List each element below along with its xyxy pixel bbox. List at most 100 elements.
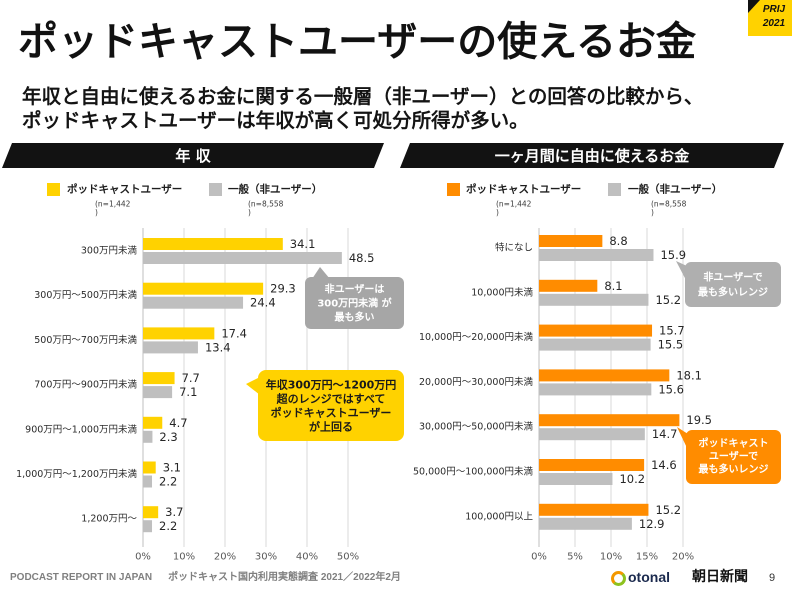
non-user-value-label: 12.9: [639, 517, 665, 531]
non-user-bar: [143, 520, 153, 533]
x-tick-label: 50%: [337, 552, 359, 563]
podcast-user-bar: [539, 459, 645, 471]
non-user-value-label: 15.5: [658, 338, 684, 352]
non-user-bar: [539, 338, 651, 351]
category-label: 50,000円～100,000円未満: [413, 466, 534, 478]
category-label: 300万円～500万円未満: [34, 289, 137, 301]
podcast-user-bar: [143, 282, 264, 295]
podcast-user-value-label: 15.2: [655, 503, 681, 517]
user-callout-text: ポッドキャスト: [699, 437, 769, 450]
category-label: 10,000円～20,000円未満: [419, 331, 533, 343]
nonuser-callout-pointer: [676, 261, 687, 282]
x-tick-label: 0%: [135, 552, 151, 563]
x-tick-label: 30%: [255, 552, 277, 563]
non-user-bar: [143, 341, 198, 354]
non-user-bar: [539, 428, 645, 441]
podcast-user-bar: [539, 279, 598, 292]
non-user-bar: [539, 293, 649, 306]
income-chart: 0% 10% 20% 30% 40% 50% 300万円未満 34.1 48.5 300万円～50…: [16, 183, 404, 563]
nonuser-callout-text: 最も多いレンジ: [698, 286, 768, 299]
spending-chart: 0% 5% 10% 15% 20% 特になし 8.8 15.9 10,000円未満 8.1 15.2…: [413, 183, 781, 563]
x-tick-label: 5%: [567, 552, 583, 563]
nonuser-callout-text: 非ユーザーで: [703, 271, 762, 284]
podcast-user-bar: [143, 372, 175, 385]
asahi-logo: 朝日新聞: [692, 569, 748, 585]
non-user-sample-size: ): [248, 208, 251, 217]
podcast-user-sample-size: ): [95, 208, 98, 217]
user-callout-pointer: [246, 377, 260, 395]
podcast-user-sample-size: ): [496, 208, 499, 217]
page-title: ポッドキャストユーザーの使えるお金: [18, 19, 696, 65]
report-name: PODCAST REPORT IN JAPAN: [10, 572, 153, 583]
user-callout-text: 年収300万円～1200万円: [266, 378, 397, 392]
nonuser-callout-text: 最も多い: [335, 311, 375, 324]
user-callout-box: [258, 370, 404, 441]
non-user-sample-size: (n=8,558: [248, 200, 284, 209]
podcast-user-bar: [143, 461, 156, 474]
podcast-user-value-label: 18.1: [676, 368, 702, 382]
user-callout-box: [686, 430, 781, 484]
user-callout-text: 超のレンジではすべて: [276, 392, 386, 406]
non-user-bar: [143, 252, 342, 264]
badge-corner-fold: [748, 0, 760, 13]
income-section-title: 年 収: [175, 147, 211, 165]
category-label: 特になし: [495, 242, 533, 254]
podcast-user-value-label: 17.4: [221, 326, 247, 340]
category-label: 300万円未満: [81, 245, 138, 257]
x-tick-label: 20%: [672, 552, 694, 563]
category-label: 20,000円～30,000円未満: [419, 376, 533, 388]
podcast-user-sample-size: (n=1,442: [496, 200, 532, 209]
category-label: 100,000円以上: [465, 511, 533, 522]
subtitle: 年収と自由に使えるお金に関する一般層（非ユーザー）との回答の比較から、 ポッドキ…: [22, 85, 703, 133]
page-number: 9: [769, 572, 776, 584]
non-user-bar: [143, 430, 153, 443]
non-user-legend-label: 一般（非ユーザー）: [228, 183, 322, 196]
non-user-legend-label: 一般（非ユーザー）: [628, 183, 722, 196]
nonuser-callout-text: 非ユーザーは: [325, 283, 385, 296]
non-user-value-label: 7.1: [179, 385, 197, 399]
non-user-bar: [143, 386, 173, 399]
category-label: 30,000円～50,000円未満: [419, 421, 533, 433]
income-section-header: 年 収: [2, 143, 384, 168]
prij-badge: PRIJ 2021: [748, 0, 792, 36]
x-tick-label: 20%: [214, 552, 236, 563]
category-label: 500万円～700万円未満: [34, 334, 137, 346]
user-callout-text: ポッドキャストユーザー: [271, 406, 392, 420]
non-user-bar: [539, 383, 652, 396]
non-user-legend-swatch: [209, 183, 222, 196]
footer-credit: PODCAST REPORT IN JAPAN ポッドキャスト国内利用実態調査 2…: [10, 571, 401, 585]
podcast-user-bar: [539, 324, 653, 337]
user-callout-pointer: [677, 427, 688, 450]
non-user-value-label: 14.7: [652, 427, 678, 441]
non-user-value-label: 10.2: [619, 472, 645, 486]
x-tick-label: 10%: [600, 552, 622, 563]
podcast-user-legend-label: ポッドキャストユーザー: [67, 183, 182, 196]
survey-name: ポッドキャスト国内利用実態調査 2021／2022年2月: [168, 572, 401, 583]
podcast-user-legend-swatch: [47, 183, 60, 196]
podcast-user-bar: [539, 369, 670, 382]
non-user-bar: [143, 475, 153, 488]
user-callout-text: が上回る: [309, 420, 353, 434]
non-user-bar: [539, 249, 654, 261]
otonal-logo-icon: [611, 571, 626, 586]
badge-year: 2021: [762, 18, 786, 29]
podcast-user-bar: [539, 503, 649, 516]
non-user-bar: [143, 296, 244, 309]
non-user-value-label: 13.4: [205, 340, 231, 354]
podcast-user-bar: [143, 416, 163, 429]
podcast-user-bar: [539, 235, 603, 247]
nonuser-callout-box: [305, 277, 404, 329]
non-user-value-label: 48.5: [349, 251, 375, 265]
podcast-user-value-label: 3.1: [163, 461, 181, 475]
user-callout-text: ユーザーで: [709, 451, 758, 463]
category-label: 700万円～900万円未満: [34, 379, 137, 391]
podcast-user-value-label: 15.7: [659, 324, 685, 338]
podcast-user-legend-label: ポッドキャストユーザー: [466, 183, 581, 196]
podcast-user-value-label: 3.7: [165, 505, 183, 519]
spending-section-title: 一ヶ月間に自由に使えるお金: [494, 147, 690, 165]
podcast-user-value-label: 8.8: [609, 234, 627, 248]
nonuser-callout-pointer: [312, 267, 330, 279]
non-user-bar: [539, 517, 632, 530]
podcast-user-value-label: 7.7: [182, 371, 200, 385]
